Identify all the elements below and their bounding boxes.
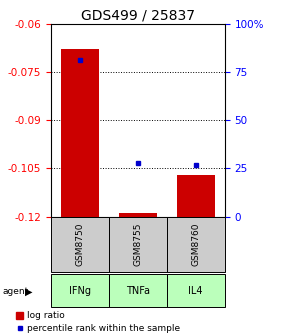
Text: GSM8760: GSM8760 bbox=[191, 223, 200, 266]
Text: TNFa: TNFa bbox=[126, 286, 150, 296]
Text: GSM8755: GSM8755 bbox=[133, 223, 142, 266]
Bar bbox=[109, 217, 167, 272]
Bar bbox=[177, 175, 215, 217]
Bar bbox=[167, 274, 225, 307]
Legend: log ratio, percentile rank within the sample: log ratio, percentile rank within the sa… bbox=[16, 311, 180, 333]
Bar bbox=[51, 217, 109, 272]
Bar bbox=[61, 49, 99, 217]
Text: IFNg: IFNg bbox=[69, 286, 91, 296]
Bar bbox=[167, 217, 225, 272]
Bar bbox=[119, 213, 157, 217]
Bar bbox=[109, 274, 167, 307]
Text: IL4: IL4 bbox=[188, 286, 203, 296]
Text: ▶: ▶ bbox=[25, 286, 32, 296]
Text: GSM8750: GSM8750 bbox=[75, 223, 84, 266]
Title: GDS499 / 25837: GDS499 / 25837 bbox=[81, 8, 195, 23]
Text: agent: agent bbox=[3, 287, 29, 296]
Bar bbox=[51, 274, 109, 307]
